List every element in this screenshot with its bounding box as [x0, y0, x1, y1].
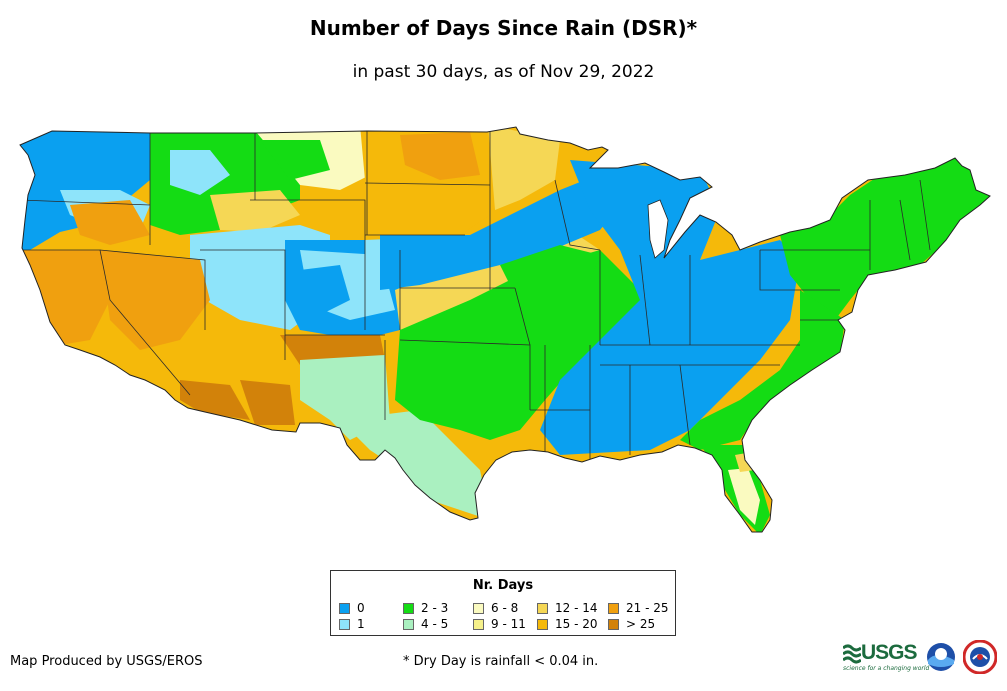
legend-label: 9 - 11 — [491, 617, 526, 631]
map-subtitle: in past 30 days, as of Nov 29, 2022 — [352, 62, 655, 82]
legend-label: 12 - 14 — [555, 601, 598, 615]
usgs-tagline: science for a changing world — [843, 665, 930, 672]
legend-swatch — [473, 603, 484, 614]
legend-label: 21 - 25 — [626, 601, 669, 615]
legend-swatch — [608, 603, 619, 614]
legend-item: 21 - 25 — [608, 602, 669, 615]
legend-item: 4 - 5 — [403, 618, 448, 631]
noaa-logo — [927, 643, 955, 671]
legend: Nr. Days 0 1 2 - 3 4 - 5 6 - 8 9 - 11 12 - 14 1… — [330, 570, 676, 636]
legend-swatch — [339, 603, 350, 614]
usgs-wordmark: USGS — [861, 641, 918, 664]
legend-item: > 25 — [608, 618, 655, 631]
legend-title: Nr. Days — [472, 578, 534, 593]
nws-logo — [963, 640, 997, 674]
legend-swatch — [339, 619, 350, 630]
legend-item: 6 - 8 — [473, 602, 518, 615]
legend-label: > 25 — [626, 617, 656, 631]
legend-swatch — [537, 619, 548, 630]
legend-item: 1 — [339, 618, 365, 631]
legend-swatch — [537, 603, 548, 614]
legend-label: 6 - 8 — [491, 601, 519, 615]
map-credit: Map Produced by USGS/EROS — [10, 654, 203, 669]
legend-swatch — [403, 619, 414, 630]
usgs-wave-icon — [843, 644, 861, 664]
legend-label: 1 — [357, 617, 365, 631]
footnote: * Dry Day is rainfall < 0.04 in. — [403, 654, 599, 669]
legend-label: 2 - 3 — [421, 601, 449, 615]
legend-item: 2 - 3 — [403, 602, 448, 615]
usgs-logo: USGS science for a changing world — [843, 640, 929, 674]
us-dsr-map — [19, 126, 991, 533]
legend-item: 12 - 14 — [537, 602, 598, 615]
legend-swatch — [473, 619, 484, 630]
map-title: Number of Days Since Rain (DSR)* — [309, 16, 698, 40]
legend-label: 0 — [357, 601, 365, 615]
legend-label: 15 - 20 — [555, 617, 598, 631]
legend-item: 0 — [339, 602, 365, 615]
legend-swatch — [608, 619, 619, 630]
legend-item: 15 - 20 — [537, 618, 598, 631]
legend-item: 9 - 11 — [473, 618, 526, 631]
legend-label: 4 - 5 — [421, 617, 449, 631]
legend-swatch — [403, 603, 414, 614]
